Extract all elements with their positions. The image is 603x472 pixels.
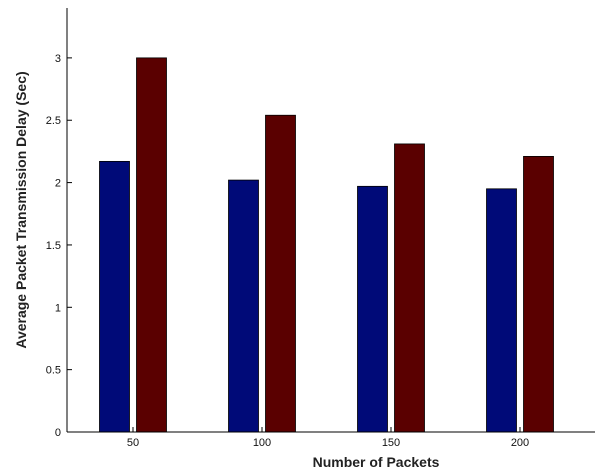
y-tick-label: 0.5 xyxy=(46,365,61,377)
bar-series-1-150 xyxy=(357,185,388,433)
y-axis-title: Average Packet Transmission Delay (Sec) xyxy=(13,71,29,348)
bar-series-2-200 xyxy=(523,155,554,433)
y-tick-label: 1 xyxy=(55,302,61,314)
x-tick-label: 150 xyxy=(382,437,400,449)
bar-series-1-200 xyxy=(486,188,517,433)
x-axis-title: Number of Packets xyxy=(313,454,440,470)
x-axis-ticks: 50 100 150 200 xyxy=(127,427,529,449)
y-tick-label: 3 xyxy=(55,53,61,65)
x-tick-label: 100 xyxy=(253,437,271,449)
y-tick-label: 2 xyxy=(55,178,61,190)
bar-series-2-100 xyxy=(265,114,296,433)
y-tick-label: 0 xyxy=(55,427,61,439)
bars-group xyxy=(99,57,554,433)
x-tick-label: 50 xyxy=(127,437,139,449)
bar-series-1-50 xyxy=(99,160,130,433)
x-tick-label: 200 xyxy=(511,437,529,449)
bar-series-2-50 xyxy=(136,57,167,433)
y-tick-label: 1.5 xyxy=(46,240,61,252)
bar-series-2-150 xyxy=(394,143,425,433)
bar-series-1-100 xyxy=(228,179,259,433)
y-tick-label: 2.5 xyxy=(46,115,61,127)
